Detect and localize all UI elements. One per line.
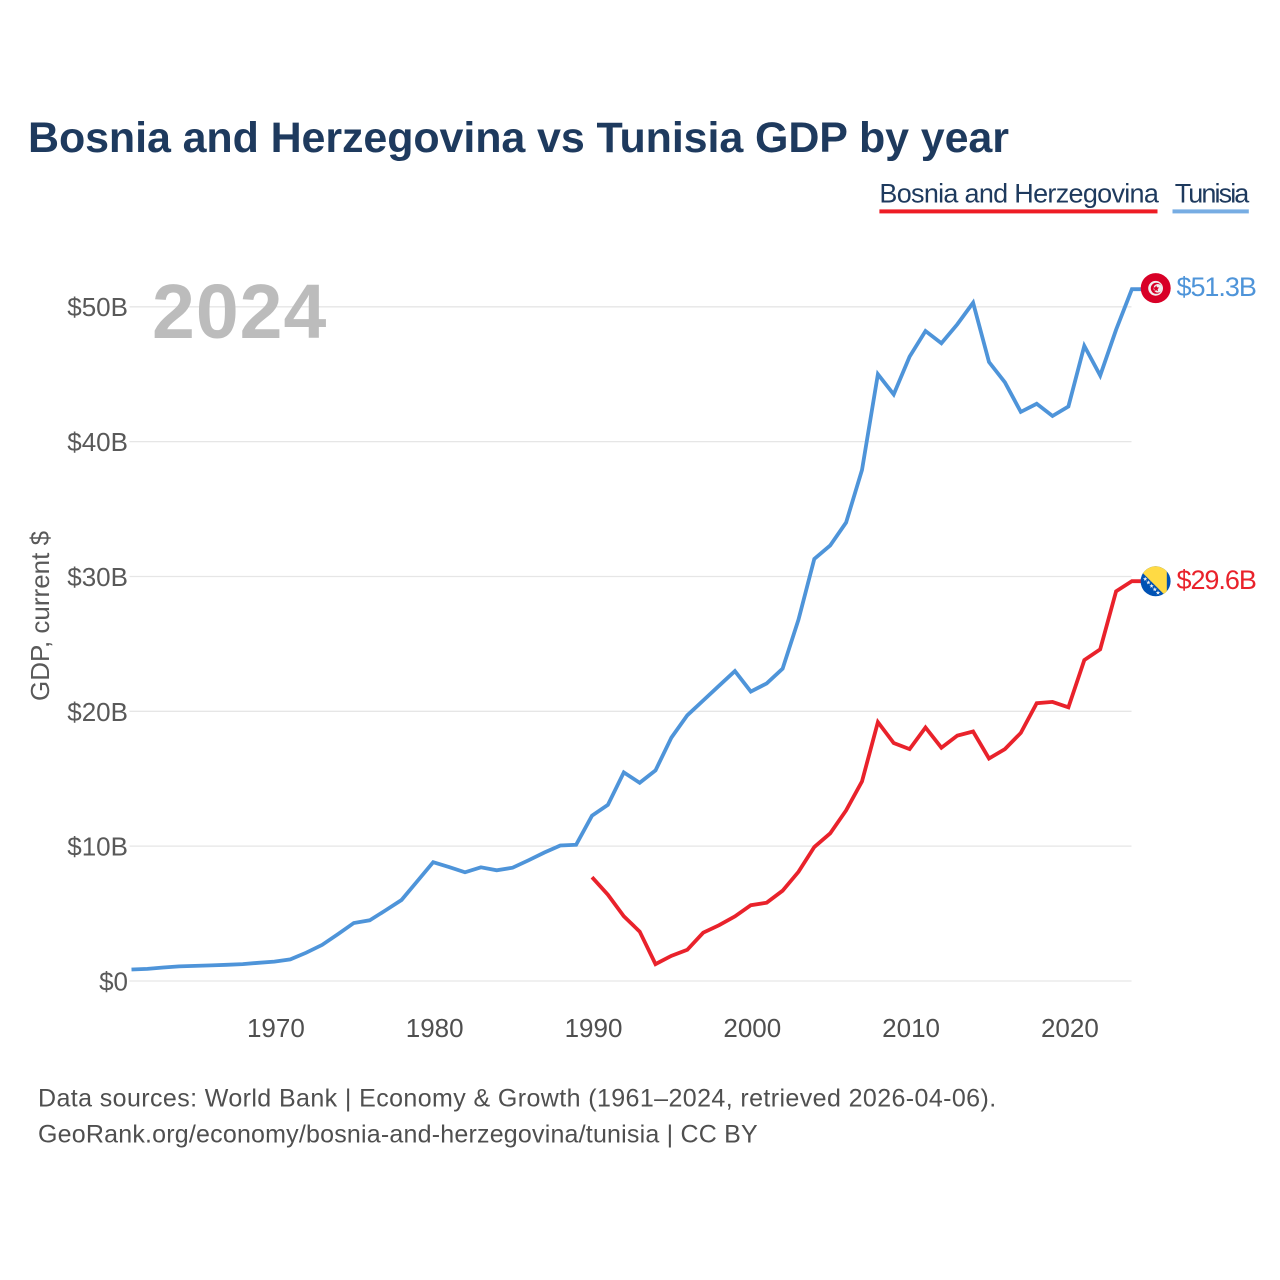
svg-text:Bosnia and Herzegovina vs Tuni: Bosnia and Herzegovina vs Tunisia GDP by… <box>28 114 1009 162</box>
svg-text:$29.6B: $29.6B <box>1177 565 1256 595</box>
svg-text:$20B: $20B <box>67 697 128 727</box>
svg-text:1970: 1970 <box>247 1013 305 1043</box>
svg-text:2010: 2010 <box>882 1013 940 1043</box>
svg-text:$40B: $40B <box>67 427 128 457</box>
svg-text:2000: 2000 <box>723 1013 781 1043</box>
svg-text:1980: 1980 <box>406 1013 464 1043</box>
svg-text:$30B: $30B <box>67 562 128 592</box>
svg-text:2020: 2020 <box>1041 1013 1099 1043</box>
svg-text:$51.3B: $51.3B <box>1177 272 1256 302</box>
svg-text:2024: 2024 <box>152 269 327 355</box>
svg-text:Tunisia: Tunisia <box>1175 179 1251 209</box>
svg-text:GDP, current $: GDP, current $ <box>25 530 55 701</box>
svg-text:$50B: $50B <box>67 292 128 322</box>
svg-text:GeoRank.org/economy/bosnia-and: GeoRank.org/economy/bosnia-and-herzegovi… <box>38 1121 758 1149</box>
svg-text:1990: 1990 <box>565 1013 623 1043</box>
svg-text:Data sources: World Bank | Eco: Data sources: World Bank | Economy & Gro… <box>38 1085 997 1113</box>
svg-text:$0: $0 <box>99 967 128 997</box>
svg-text:$10B: $10B <box>67 832 128 862</box>
svg-text:Bosnia and Herzegovina: Bosnia and Herzegovina <box>879 179 1159 209</box>
